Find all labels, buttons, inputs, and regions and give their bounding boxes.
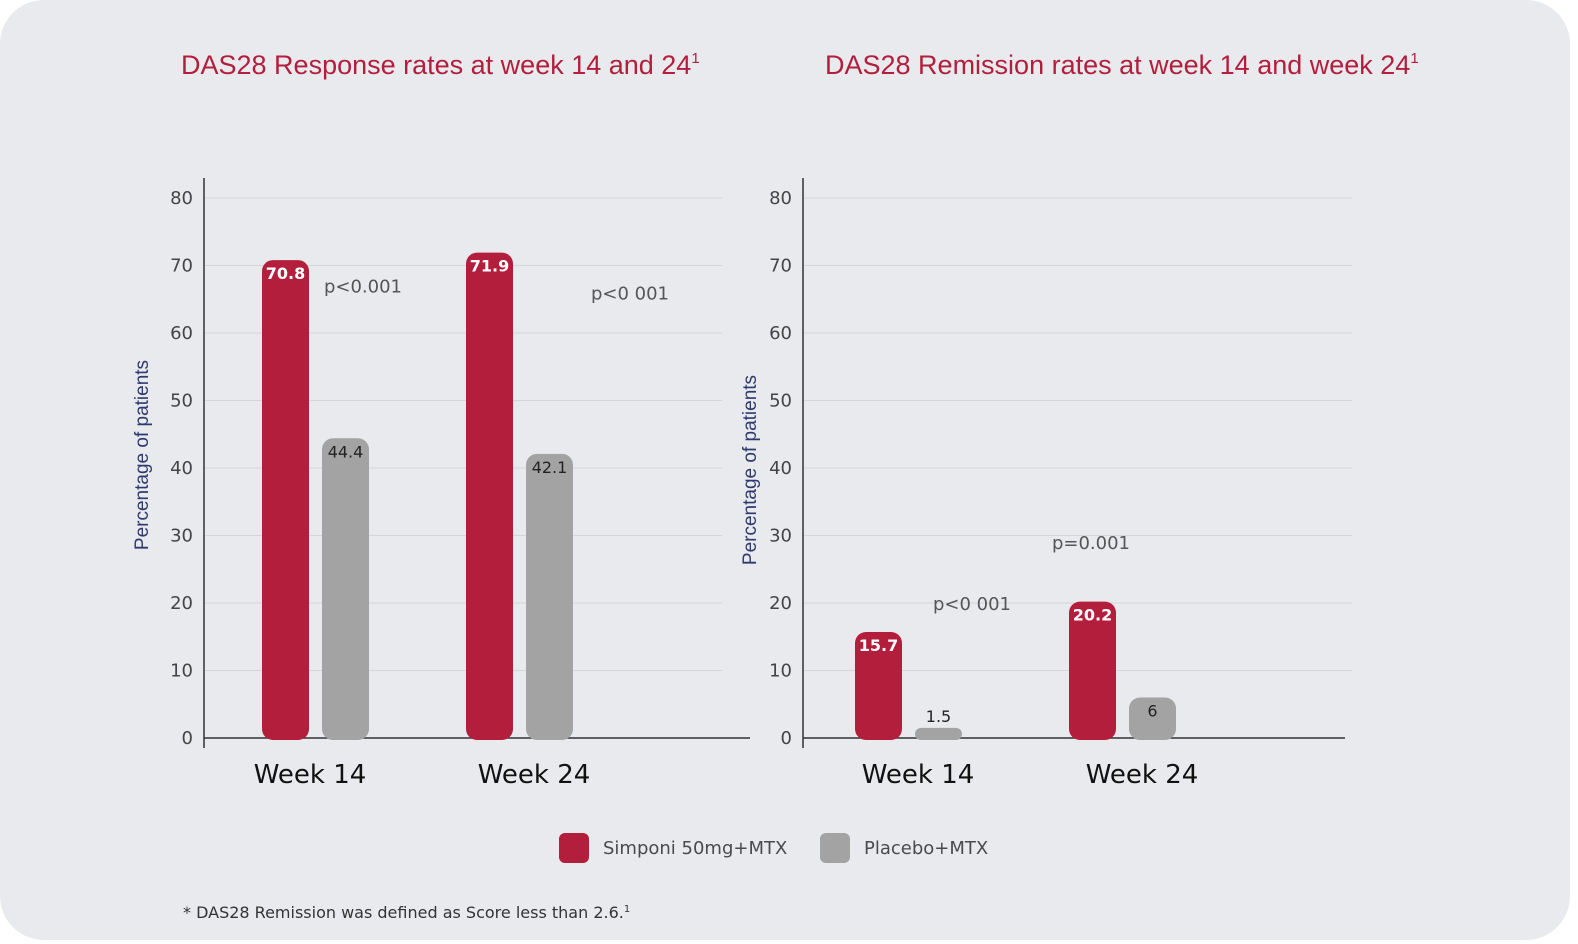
response-y-axis-label: Percentage of patients [132,360,153,550]
response-category-label: Week 24 [478,760,591,790]
response-ytick-label: 70 [170,256,193,277]
response-ytick-label: 50 [170,391,193,412]
response-ytick-label: 30 [170,526,193,547]
remission-ytick-label: 20 [769,593,792,614]
remission-ytick-label: 50 [769,391,792,412]
remission-ytick-label: 10 [769,661,792,682]
remission-ytick-label: 30 [769,526,792,547]
response-p-value-annotation: p<0.001 [324,277,402,298]
remission-y-axis-label: Percentage of patients [740,375,761,565]
response-ytick-label: 20 [170,593,193,614]
legend-label-simponi: Simponi 50mg+MTX [603,837,788,859]
response-ytick-label: 60 [170,323,193,344]
remission-bar-simponi [855,632,902,740]
footnote: * DAS28 Remission was defined as Score l… [183,903,631,922]
remission-bar-simponi [1069,601,1116,740]
legend-swatch-simponi [559,833,589,863]
remission-p-value-annotation: p=0.001 [1052,533,1130,554]
response-bar-simponi [466,252,513,741]
legend-label-placebo: Placebo+MTX [864,837,989,859]
remission-bar-placebo [915,727,962,740]
response-bar-simponi [262,260,309,740]
remission-ytick-label: 80 [769,188,792,209]
remission-data-label-placebo: 1.5 [926,707,951,726]
legend-item-placebo: Placebo+MTX [820,833,988,863]
response-data-label-simponi: 71.9 [470,257,509,276]
remission-data-label-simponi: 20.2 [1073,606,1112,625]
legend-swatch-placebo [820,833,850,863]
remission-ytick-label: 0 [781,728,792,749]
response-chart-title: DAS28 Response rates at week 14 and 241 [181,50,700,80]
response-ytick-label: 40 [170,458,193,479]
remission-chart-title: DAS28 Remission rates at week 14 and wee… [825,50,1419,80]
response-data-label-placebo: 42.1 [532,458,568,477]
remission-ytick-label: 60 [769,323,792,344]
response-category-label: Week 14 [254,760,367,790]
response-bar-placebo [526,453,573,740]
remission-data-label-simponi: 15.7 [859,636,898,655]
remission-category-label: Week 14 [862,760,975,790]
response-p-value-annotation: p<0 001 [591,283,669,304]
response-data-label-placebo: 44.4 [328,442,364,461]
remission-p-value-annotation: p<0 001 [933,594,1011,615]
response-ytick-label: 80 [170,188,193,209]
response-bar-placebo [322,438,369,740]
remission-bar-placebo [1129,697,1176,740]
remission-category-label: Week 24 [1086,760,1199,790]
remission-ytick-label: 40 [769,458,792,479]
response-ytick-label: 0 [182,728,193,749]
remission-ytick-label: 70 [769,256,792,277]
response-ytick-label: 10 [170,661,193,682]
remission-data-label-placebo: 6 [1147,702,1157,721]
legend-item-simponi: Simponi 50mg+MTX [559,833,787,863]
response-data-label-simponi: 70.8 [266,264,305,283]
